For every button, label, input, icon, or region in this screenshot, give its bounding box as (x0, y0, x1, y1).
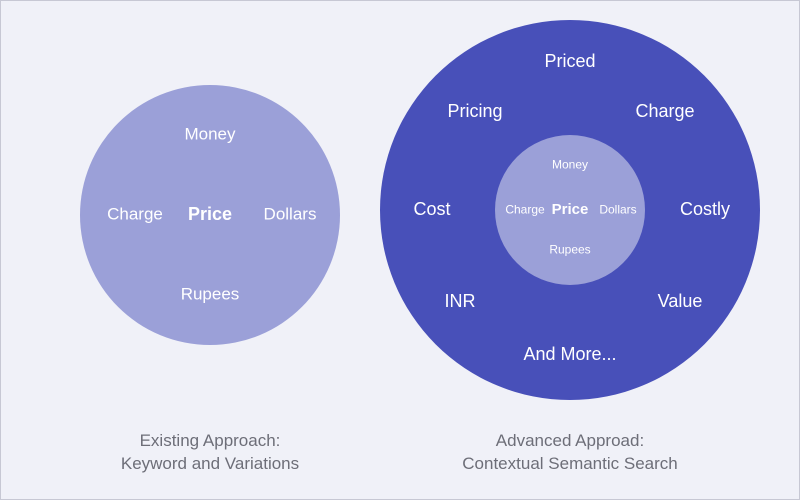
right-center-label: Price (552, 202, 589, 219)
right-inner-label-money: Money (552, 158, 588, 171)
diagram-stage: Price Money Charge Dollars Rupees Price … (0, 0, 800, 500)
right-outer-label-pricing: Pricing (447, 102, 502, 122)
right-inner-label-charge: Charge (505, 203, 544, 216)
left-label-money: Money (184, 126, 235, 145)
right-outer-label-value: Value (658, 292, 703, 312)
left-label-rupees: Rupees (181, 286, 240, 305)
right-caption: Advanced Approad: Contextual Semantic Se… (462, 430, 677, 476)
right-caption-line2: Contextual Semantic Search (462, 454, 677, 473)
left-caption-line2: Keyword and Variations (121, 454, 299, 473)
left-caption: Existing Approach: Keyword and Variation… (121, 430, 299, 476)
right-outer-label-cost: Cost (413, 200, 450, 220)
right-inner-label-rupees: Rupees (549, 243, 590, 256)
left-label-dollars: Dollars (264, 206, 317, 225)
right-inner-label-dollars: Dollars (599, 203, 636, 216)
right-outer-label-more: And More... (523, 345, 616, 365)
right-outer-label-inr: INR (445, 292, 476, 312)
right-outer-label-costly: Costly (680, 200, 730, 220)
right-caption-line1: Advanced Approad: (496, 431, 644, 450)
left-caption-line1: Existing Approach: (140, 431, 281, 450)
right-outer-label-priced: Priced (544, 52, 595, 72)
left-label-charge: Charge (107, 206, 163, 225)
right-outer-label-charge: Charge (635, 102, 694, 122)
left-center-label: Price (188, 205, 232, 225)
